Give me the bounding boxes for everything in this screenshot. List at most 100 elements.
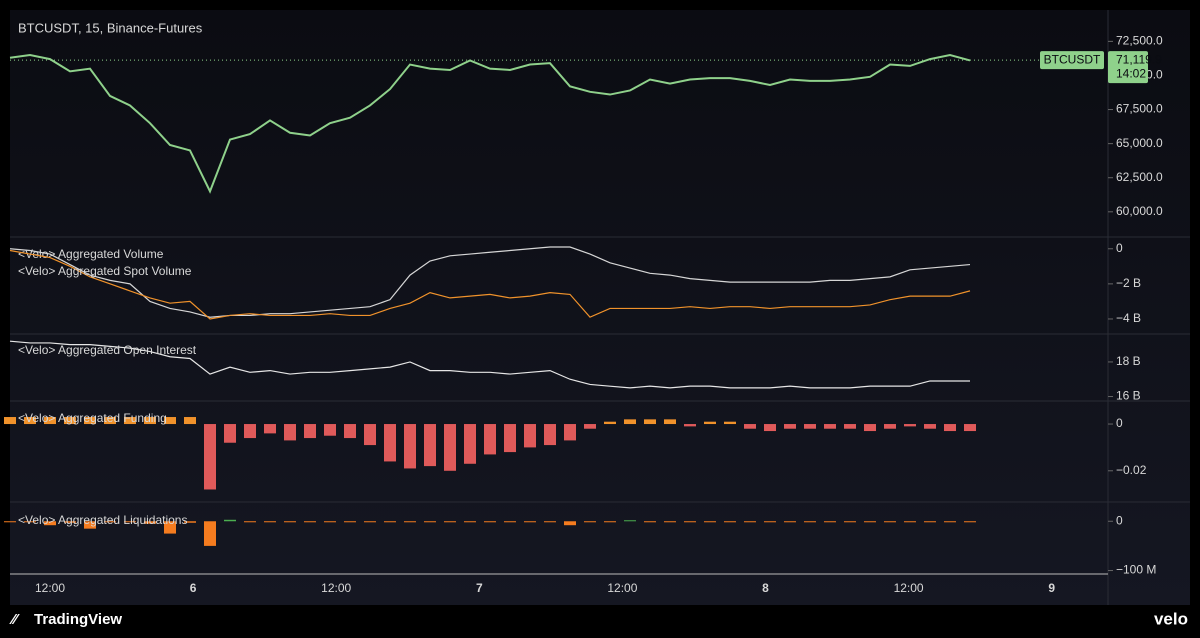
bar xyxy=(164,417,176,425)
symbol-tag-text: BTCUSDT xyxy=(1044,52,1101,66)
y-tick-label: 0 xyxy=(1116,513,1123,527)
bar xyxy=(4,417,16,425)
bar xyxy=(944,521,956,523)
bar xyxy=(484,424,496,455)
bar xyxy=(744,521,756,523)
bar xyxy=(324,521,336,523)
bar xyxy=(844,521,856,523)
y-tick-label: 0 xyxy=(1116,416,1123,430)
bar xyxy=(564,521,576,526)
bar xyxy=(444,424,456,471)
bar xyxy=(544,521,556,523)
bar xyxy=(704,521,716,523)
bar xyxy=(624,419,636,425)
bar xyxy=(24,417,36,425)
legend-label: <Velo> Aggregated Open Interest xyxy=(18,343,197,357)
bar xyxy=(404,521,416,523)
y-tick-label: 65,000.0 xyxy=(1116,136,1163,150)
bar xyxy=(444,521,456,523)
x-tick-label: 12:00 xyxy=(321,581,351,595)
legend-label: <Velo> Aggregated Liquidations xyxy=(18,513,187,527)
bar xyxy=(784,521,796,523)
bar xyxy=(724,421,736,425)
bar xyxy=(144,417,156,425)
series-line xyxy=(9,340,970,389)
bar xyxy=(104,417,116,425)
bar xyxy=(344,521,356,523)
bar xyxy=(484,521,496,523)
bar xyxy=(924,521,936,523)
bar xyxy=(24,521,36,523)
bar xyxy=(684,424,696,427)
bar xyxy=(804,521,816,523)
y-tick-label: 16 B xyxy=(1116,389,1141,403)
bar xyxy=(504,424,516,453)
bar xyxy=(304,424,316,439)
x-tick-label: 6 xyxy=(190,581,197,595)
bar xyxy=(604,521,616,523)
bar xyxy=(84,521,96,529)
source: velo xyxy=(1154,609,1188,628)
y-tick-label: 72,500.0 xyxy=(1116,34,1163,48)
bar xyxy=(144,521,156,524)
bar xyxy=(124,417,136,425)
bar xyxy=(284,424,296,441)
series-line xyxy=(9,246,971,318)
bar xyxy=(704,421,716,425)
bar xyxy=(504,521,516,523)
bar xyxy=(424,424,436,467)
symbol-tag xyxy=(1040,51,1104,70)
brand: ⁄⁄ xyxy=(9,611,21,628)
bar xyxy=(344,424,356,439)
y-tick-label: −4 B xyxy=(1116,311,1141,325)
bar xyxy=(4,521,16,523)
bar xyxy=(564,424,576,441)
bar xyxy=(264,521,276,523)
y-tick-label: 60,000.0 xyxy=(1116,204,1163,218)
bar xyxy=(424,521,436,523)
bar xyxy=(764,424,776,432)
symbol-title: BTCUSDT, 15, Binance-Futures xyxy=(18,20,203,35)
bar xyxy=(364,521,376,523)
bar xyxy=(64,521,76,523)
price-tag xyxy=(1108,51,1148,84)
bar xyxy=(664,419,676,425)
bar xyxy=(864,521,876,523)
price-tag-time: 14:02 xyxy=(1116,66,1146,80)
bar xyxy=(824,424,836,429)
bar xyxy=(184,521,196,523)
bar xyxy=(904,521,916,523)
bar xyxy=(524,521,536,523)
bar xyxy=(664,521,676,523)
bar xyxy=(764,521,776,523)
x-tick-label: 9 xyxy=(1048,581,1055,595)
bar xyxy=(244,424,256,439)
y-tick-label: −0.02 xyxy=(1116,463,1147,477)
bar xyxy=(844,424,856,429)
bar xyxy=(784,424,796,429)
bar xyxy=(104,521,116,523)
bar xyxy=(124,521,136,523)
bar xyxy=(384,521,396,523)
legend-label: <Velo> Aggregated Spot Volume xyxy=(18,264,192,278)
x-tick-label: 7 xyxy=(476,581,483,595)
bar xyxy=(864,424,876,432)
bar xyxy=(544,424,556,446)
x-tick-label: 12:00 xyxy=(894,581,924,595)
bar xyxy=(884,521,896,523)
price-tag-text: 71,119.9 xyxy=(1116,52,1162,66)
bar xyxy=(724,521,736,523)
bar xyxy=(824,521,836,523)
bar xyxy=(644,521,656,523)
y-tick-label: 18 B xyxy=(1116,354,1141,368)
bar xyxy=(184,417,196,425)
bar xyxy=(244,521,256,523)
bar xyxy=(304,521,316,523)
bar xyxy=(944,424,956,432)
bar xyxy=(164,521,176,534)
bar xyxy=(884,424,896,429)
bar xyxy=(324,424,336,436)
bar xyxy=(684,521,696,523)
brand-name: TradingView xyxy=(34,611,122,628)
